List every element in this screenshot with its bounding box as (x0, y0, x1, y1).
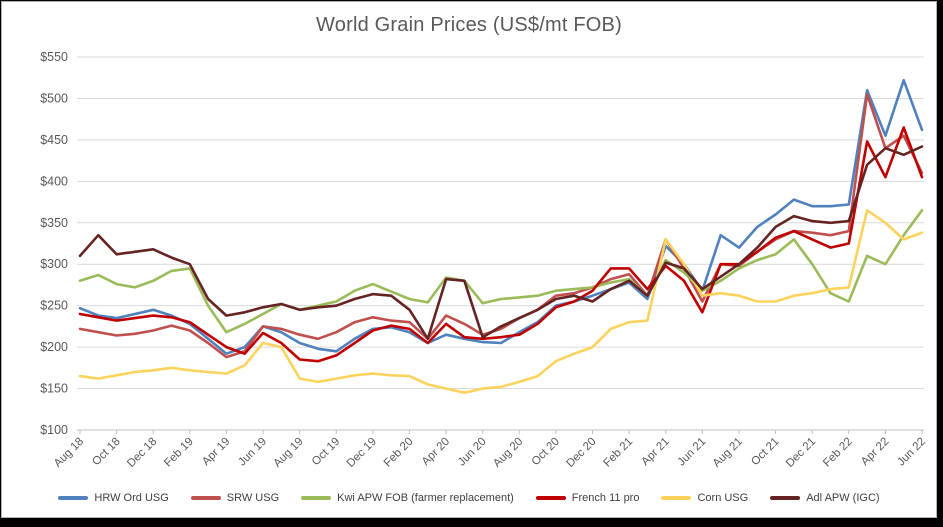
x-axis-label: Apr 21 (639, 436, 671, 468)
legend-item-adl-apw-igc: Adl APW (IGC) (770, 492, 880, 504)
legend-line-swatch (190, 496, 221, 500)
series-line-kwi-apw-fob-farmer-replacement (78, 209, 924, 334)
y-axis-label: $450 (40, 133, 68, 147)
series-line-adl-apw-igc (78, 145, 924, 341)
x-axis-label: Dec 18 (125, 436, 159, 470)
series-line-french-11-pro (78, 126, 924, 363)
x-axis-label: Jun 19 (236, 436, 269, 469)
x-axis-label: Aug 21 (711, 436, 745, 470)
y-axis-label: $100 (40, 423, 68, 437)
y-axis-label: $200 (40, 340, 68, 354)
legend-item-hrw-ord-usg: HRW Ord USG (58, 492, 169, 504)
x-axis-label: Aug 18 (52, 436, 86, 470)
legend-label: HRW Ord USG (94, 492, 169, 504)
x-axis-label: Apr 20 (420, 436, 452, 468)
x-axis-label: Dec 20 (564, 436, 598, 470)
legend-label: Corn USG (697, 492, 749, 504)
x-axis-label: Dec 21 (784, 436, 818, 470)
chart-canvas: World Grain Prices (US$/mt FOB) $100 $150… (1, 1, 937, 518)
x-axis-label: Feb 20 (382, 436, 416, 470)
series-line-hrw-ord-usg (78, 78, 924, 356)
y-axis-label: $400 (40, 174, 68, 188)
y-axis-label: $150 (40, 382, 68, 396)
x-axis-label: Oct 18 (90, 436, 122, 468)
x-axis-label: Apr 19 (200, 436, 232, 468)
legend-item-srw-usg: SRW USG (190, 492, 280, 504)
legend-label: SRW USG (226, 492, 280, 504)
y-axis-label: $550 (40, 50, 68, 64)
y-axis-label: $350 (40, 216, 68, 230)
legend-line-swatch (661, 496, 692, 500)
y-axis-label: $300 (40, 257, 68, 271)
chart-title: World Grain Prices (US$/mt FOB) (316, 14, 622, 36)
x-axis-label: Oct 20 (530, 436, 562, 468)
x-axis-label: Dec 19 (345, 436, 379, 470)
x-axis-label: Jun 21 (676, 436, 709, 469)
legend-line-swatch (535, 496, 566, 500)
chart-legend: HRW Ord USG SRW USG Kwi APW FOB (farmer re… (2, 492, 936, 504)
x-axis-label: Jun 20 (456, 436, 489, 469)
x-axis-label: Apr 22 (859, 436, 891, 468)
x-axis-label: Aug 20 (491, 436, 525, 470)
x-axis-label: Jun 22 (895, 436, 928, 469)
x-axis-label: Oct 21 (749, 436, 781, 468)
legend-label: Kwi APW FOB (farmer replacement) (337, 492, 514, 504)
x-axis-label: Feb 19 (162, 436, 196, 470)
x-axis-label: Feb 22 (821, 436, 855, 470)
legend-item-kwi-apw-fob-farmer-replacement: Kwi APW FOB (farmer replacement) (301, 492, 514, 504)
legend-line-swatch (301, 496, 332, 500)
series-line-corn-usg (78, 209, 924, 395)
legend-line-swatch (770, 496, 801, 500)
price-line-chart: $100 $150 $200 $250 $300 $350 $400 $450 $500 $550… (40, 50, 928, 470)
legend-item-french-11-pro: French 11 pro (535, 492, 640, 504)
series-line-srw-usg (78, 93, 924, 359)
y-axis-label: $250 (40, 299, 68, 313)
x-axis-label: Feb 21 (601, 436, 635, 470)
legend-item-corn-usg: Corn USG (661, 492, 748, 504)
legend-label: French 11 pro (571, 492, 640, 504)
y-axis-label: $500 (40, 91, 68, 105)
legend-label: Adl APW (IGC) (806, 492, 880, 504)
legend-line-swatch (58, 496, 89, 500)
x-axis-label: Oct 19 (310, 436, 342, 468)
x-axis-label: Aug 19 (272, 436, 306, 470)
